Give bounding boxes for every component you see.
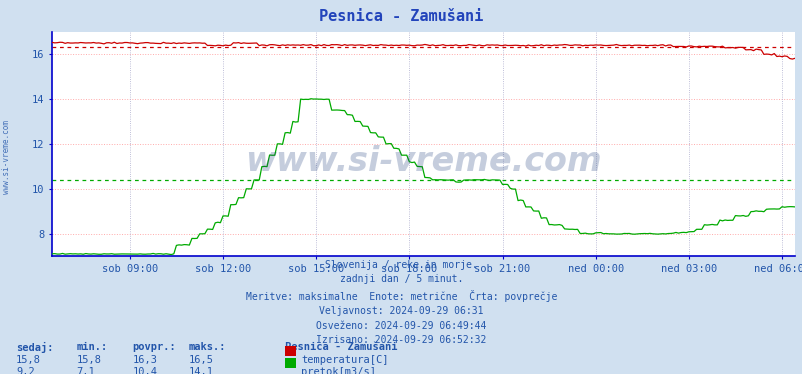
- Text: www.si-vreme.com: www.si-vreme.com: [245, 145, 602, 178]
- Text: www.si-vreme.com: www.si-vreme.com: [2, 120, 11, 194]
- Text: Slovenija / reke in morje.
zadnji dan / 5 minut.
Meritve: maksimalne  Enote: met: Slovenija / reke in morje. zadnji dan / …: [245, 260, 557, 345]
- Text: povpr.:: povpr.:: [132, 342, 176, 352]
- Text: 16,3: 16,3: [132, 355, 157, 365]
- Text: 10,4: 10,4: [132, 367, 157, 374]
- Text: Pesnica - Zamušani: Pesnica - Zamušani: [319, 9, 483, 24]
- Text: Pesnica - Zamušani: Pesnica - Zamušani: [285, 342, 397, 352]
- Text: sedaj:: sedaj:: [16, 342, 54, 353]
- Text: 14,1: 14,1: [188, 367, 213, 374]
- Text: 15,8: 15,8: [16, 355, 41, 365]
- Text: 7,1: 7,1: [76, 367, 95, 374]
- Text: 15,8: 15,8: [76, 355, 101, 365]
- Text: 9,2: 9,2: [16, 367, 34, 374]
- Text: temperatura[C]: temperatura[C]: [301, 355, 388, 365]
- Text: maks.:: maks.:: [188, 342, 226, 352]
- Text: pretok[m3/s]: pretok[m3/s]: [301, 367, 375, 374]
- Text: 16,5: 16,5: [188, 355, 213, 365]
- Text: min.:: min.:: [76, 342, 107, 352]
